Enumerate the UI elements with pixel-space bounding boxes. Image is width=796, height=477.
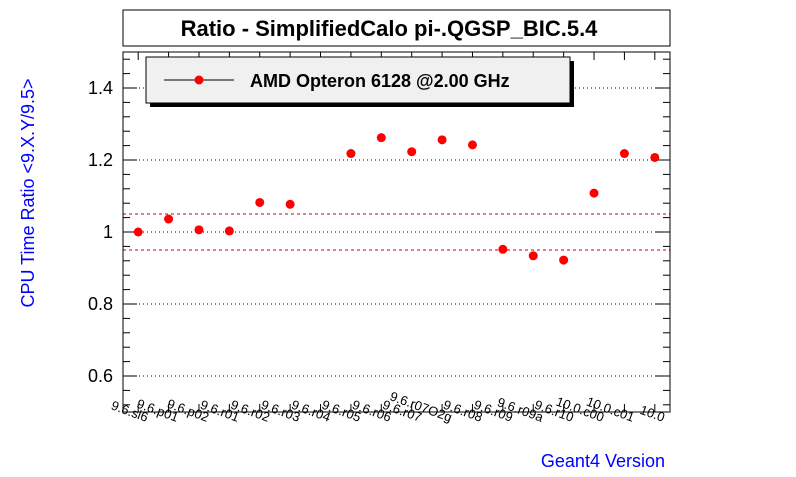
y-tick-label: 0.8	[88, 294, 113, 314]
data-point	[619, 149, 629, 159]
data-point	[559, 255, 569, 265]
y-tick-label: 1.4	[88, 78, 113, 98]
data-point	[498, 244, 508, 254]
reference-lines	[123, 213, 670, 251]
data-point	[650, 152, 660, 162]
data-points	[133, 133, 660, 265]
y-tick-label: 1	[103, 222, 113, 242]
data-point	[437, 135, 447, 145]
legend: AMD Opteron 6128 @2.00 GHz	[145, 56, 574, 107]
title-box	[122, 9, 671, 47]
data-point	[285, 199, 295, 209]
data-point	[194, 225, 204, 235]
legend-marker	[194, 75, 204, 85]
data-point	[376, 133, 386, 143]
data-point	[255, 197, 265, 207]
y-axis: 0.6 0.8 1 1.2 1.4	[88, 58, 670, 406]
data-point	[224, 226, 234, 236]
legend-label: AMD Opteron 6128 @2.00 GHz	[250, 71, 510, 91]
y-tick-label: 1.2	[88, 150, 113, 170]
x-axis-title: Geant4 Version	[541, 451, 665, 471]
data-point	[467, 140, 477, 150]
data-point	[528, 251, 538, 261]
data-point	[133, 227, 143, 237]
y-axis-title: CPU Time Ratio <9.X.Y/9.5>	[18, 78, 38, 307]
chart-title: Ratio - SimplifiedCalo pi-.QGSP_BIC.5.4	[181, 16, 599, 41]
y-tick-label: 0.6	[88, 366, 113, 386]
data-point	[164, 214, 174, 224]
data-point	[589, 188, 599, 198]
data-point	[346, 149, 356, 159]
data-point	[407, 147, 417, 157]
